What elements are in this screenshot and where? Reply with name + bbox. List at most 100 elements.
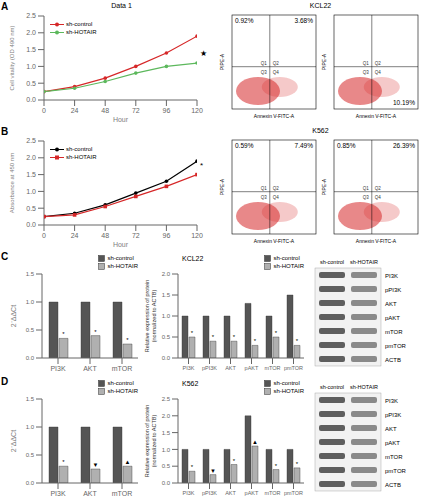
svg-text:0.5: 0.5 <box>26 205 36 212</box>
svg-text:2.0: 2.0 <box>26 29 36 36</box>
svg-text:2.5: 2.5 <box>26 12 36 19</box>
svg-text:★: ★ <box>200 49 207 58</box>
svg-text:*: * <box>191 330 194 336</box>
svg-text:120: 120 <box>191 232 203 239</box>
svg-text:PI3K: PI3K <box>183 365 195 371</box>
svg-text:pAKT: pAKT <box>385 440 400 446</box>
svg-text:*: * <box>62 331 65 337</box>
svg-text:*: * <box>191 464 194 470</box>
svg-text:1.0: 1.0 <box>26 63 36 70</box>
svg-text:pAKT: pAKT <box>245 490 259 496</box>
svg-text:24: 24 <box>71 107 79 114</box>
svg-text:pmTOR: pmTOR <box>385 468 407 474</box>
svg-text:*: * <box>275 463 278 469</box>
svg-text:Q2: Q2 <box>375 61 382 66</box>
svg-text:1.0: 1.0 <box>162 313 171 319</box>
svg-text:Q3: Q3 <box>261 70 268 75</box>
svg-text:0.0: 0.0 <box>26 221 36 228</box>
svg-text:PI3K: PI3K <box>183 490 195 496</box>
svg-text:Relative expression of protein: Relative expression of protein(normalize… <box>144 280 157 352</box>
svg-text:3.68%: 3.68% <box>295 17 314 24</box>
svg-text:1.5: 1.5 <box>162 430 171 436</box>
svg-text:PIPE-A: PIPE-A <box>321 178 327 195</box>
svg-text:Absorbance at 450 nm: Absorbance at 450 nm <box>9 153 15 213</box>
svg-text:0.5: 0.5 <box>26 80 36 87</box>
svg-text:Q4: Q4 <box>375 195 382 200</box>
svg-text:pAKT: pAKT <box>245 365 259 371</box>
svg-text:pAKT: pAKT <box>385 315 400 321</box>
svg-text:pPI3K: pPI3K <box>385 412 401 418</box>
svg-text:sh-control: sh-control <box>320 259 344 265</box>
svg-text:sh-HOTAIR: sh-HOTAIR <box>350 259 378 265</box>
svg-text:AKT: AKT <box>385 426 397 432</box>
svg-text:AKT: AKT <box>83 490 97 497</box>
svg-text:0: 0 <box>42 107 46 114</box>
svg-text:7.49%: 7.49% <box>295 142 314 149</box>
svg-text:1.0: 1.0 <box>162 447 171 453</box>
svg-text:ACTB: ACTB <box>385 357 401 363</box>
svg-text:Hour: Hour <box>113 116 129 122</box>
svg-text:2.0: 2.0 <box>162 413 171 419</box>
svg-text:1.5: 1.5 <box>26 396 35 402</box>
svg-text:Q4: Q4 <box>273 195 280 200</box>
svg-text:96: 96 <box>163 107 171 114</box>
svg-text:48: 48 <box>101 107 109 114</box>
svg-text:0.5: 0.5 <box>26 327 35 333</box>
svg-text:2⁻ΔΔCt: 2⁻ΔΔCt <box>10 430 17 452</box>
svg-text:Annexin V-FITC-A: Annexin V-FITC-A <box>356 113 397 119</box>
svg-text:mTOR: mTOR <box>264 490 280 496</box>
svg-text:*: * <box>254 338 257 344</box>
svg-text:*: * <box>94 329 97 335</box>
svg-text:*: * <box>212 334 215 340</box>
svg-text:Annexin V-FITC-A: Annexin V-FITC-A <box>356 238 397 244</box>
svg-text:AKT: AKT <box>83 365 97 372</box>
svg-text:mTOR: mTOR <box>112 490 132 497</box>
svg-text:*: * <box>126 337 129 343</box>
svg-text:24: 24 <box>71 232 79 239</box>
svg-text:Q2: Q2 <box>273 61 280 66</box>
svg-text:*: * <box>233 334 236 340</box>
svg-text:0.0: 0.0 <box>162 355 171 361</box>
svg-text:pmTOR: pmTOR <box>385 343 407 349</box>
svg-text:sh-control: sh-control <box>320 384 344 390</box>
svg-text:*: * <box>233 458 236 464</box>
svg-text:Q2: Q2 <box>273 186 280 191</box>
svg-text:1.5: 1.5 <box>26 46 36 53</box>
svg-text:pPI3K: pPI3K <box>385 287 401 293</box>
svg-text:48: 48 <box>101 232 109 239</box>
svg-text:PIPE-A: PIPE-A <box>219 53 225 70</box>
svg-text:pPI3K: pPI3K <box>202 365 217 371</box>
svg-text:mTOR: mTOR <box>385 454 403 460</box>
svg-text:96: 96 <box>163 232 171 239</box>
svg-text:AKT: AKT <box>385 301 397 307</box>
svg-text:Q3: Q3 <box>261 195 268 200</box>
svg-text:PI3K: PI3K <box>385 398 398 404</box>
svg-text:72: 72 <box>132 232 140 239</box>
svg-text:1.5: 1.5 <box>26 271 35 277</box>
svg-text:▲: ▲ <box>252 439 258 445</box>
svg-text:*: * <box>275 330 278 336</box>
svg-text:2.5: 2.5 <box>162 396 171 402</box>
svg-text:1.5: 1.5 <box>26 171 36 178</box>
svg-text:1.0: 1.0 <box>26 424 35 430</box>
svg-text:sh-HOTAIR: sh-HOTAIR <box>350 384 378 390</box>
svg-text:Q1: Q1 <box>261 186 268 191</box>
svg-text:Annexin V-FITC-A: Annexin V-FITC-A <box>254 238 295 244</box>
svg-text:ACTB: ACTB <box>385 482 401 488</box>
svg-text:Hour: Hour <box>113 241 129 247</box>
svg-text:0.0: 0.0 <box>162 480 171 486</box>
svg-text:*: * <box>62 459 65 465</box>
svg-text:0.59%: 0.59% <box>235 142 254 149</box>
svg-text:0.0: 0.0 <box>26 355 35 361</box>
svg-text:PI3K: PI3K <box>50 490 66 497</box>
svg-text:▼: ▼ <box>93 462 99 468</box>
svg-text:PIPE-A: PIPE-A <box>321 53 327 70</box>
svg-text:mTOR: mTOR <box>112 365 132 372</box>
svg-text:2⁻ΔΔCt: 2⁻ΔΔCt <box>10 305 17 327</box>
svg-text:120: 120 <box>191 107 203 114</box>
svg-text:PI3K: PI3K <box>385 273 398 279</box>
svg-text:72: 72 <box>132 107 140 114</box>
svg-text:Annexin V-FITC-A: Annexin V-FITC-A <box>254 113 295 119</box>
svg-text:2.0: 2.0 <box>26 154 36 161</box>
svg-text:2.5: 2.5 <box>26 137 36 144</box>
